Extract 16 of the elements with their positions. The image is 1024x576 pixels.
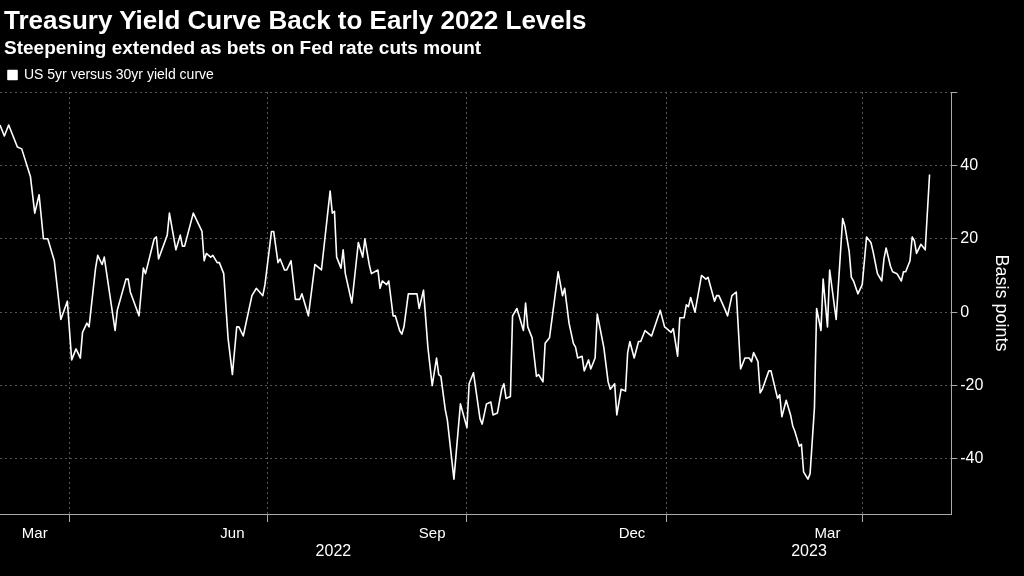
y-tick-label: -20 — [960, 375, 984, 393]
chart-title: Treasury Yield Curve Back to Early 2022 Levels — [3, 4, 588, 36]
y-tick-label: 40 — [960, 155, 979, 173]
y-tick-label: 20 — [960, 229, 979, 247]
chart-subtitle: Steepening extended as bets on Fed rate cuts mount — [3, 36, 483, 60]
x-tick-label: Jun — [220, 524, 245, 542]
x-tick-label: Dec — [618, 524, 646, 542]
legend-label: US 5yr versus 30yr yield curve — [24, 65, 215, 82]
x-tick-label: Mar — [814, 524, 841, 542]
y-tick-label: 0 — [960, 302, 970, 320]
x-tick-label: Mar — [21, 524, 48, 542]
x-tick-label: Sep — [418, 524, 446, 542]
text: 2023 — [791, 542, 827, 560]
text: 2022 — [315, 542, 352, 560]
y-tick-label: -40 — [960, 449, 984, 467]
y-axis-title: Basis points — [992, 254, 1013, 352]
